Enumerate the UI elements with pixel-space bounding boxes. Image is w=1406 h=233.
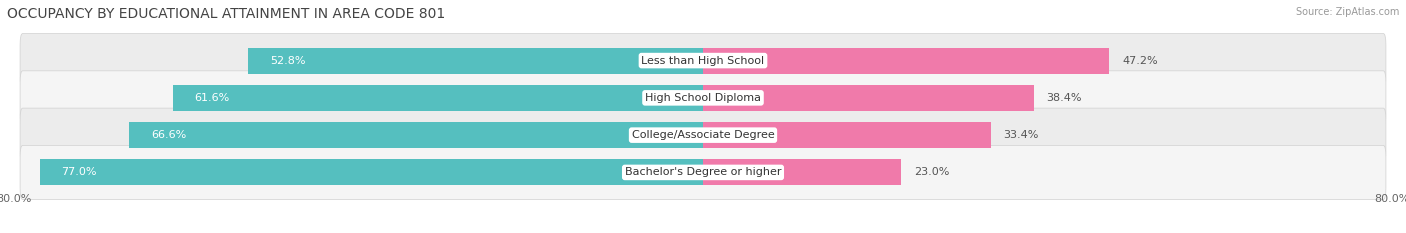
Text: College/Associate Degree: College/Associate Degree	[631, 130, 775, 140]
Text: 38.4%: 38.4%	[1046, 93, 1083, 103]
Bar	[703, 85, 1033, 111]
Text: 61.6%: 61.6%	[194, 93, 229, 103]
FancyBboxPatch shape	[20, 71, 1386, 125]
Bar	[249, 48, 703, 74]
Text: High School Diploma: High School Diploma	[645, 93, 761, 103]
FancyBboxPatch shape	[20, 108, 1386, 162]
Text: 77.0%: 77.0%	[62, 168, 97, 177]
Text: Less than High School: Less than High School	[641, 56, 765, 65]
Bar	[39, 159, 703, 185]
Bar	[703, 159, 901, 185]
FancyBboxPatch shape	[20, 34, 1386, 88]
Bar	[129, 122, 703, 148]
Text: 33.4%: 33.4%	[1004, 130, 1039, 140]
Bar	[703, 122, 991, 148]
Text: 66.6%: 66.6%	[150, 130, 186, 140]
Text: Source: ZipAtlas.com: Source: ZipAtlas.com	[1295, 7, 1399, 17]
FancyBboxPatch shape	[20, 145, 1386, 199]
Text: OCCUPANCY BY EDUCATIONAL ATTAINMENT IN AREA CODE 801: OCCUPANCY BY EDUCATIONAL ATTAINMENT IN A…	[7, 7, 446, 21]
Bar	[703, 48, 1109, 74]
Text: 47.2%: 47.2%	[1122, 56, 1159, 65]
Text: 52.8%: 52.8%	[270, 56, 305, 65]
Bar	[173, 85, 703, 111]
Text: Bachelor's Degree or higher: Bachelor's Degree or higher	[624, 168, 782, 177]
Text: 23.0%: 23.0%	[914, 168, 949, 177]
